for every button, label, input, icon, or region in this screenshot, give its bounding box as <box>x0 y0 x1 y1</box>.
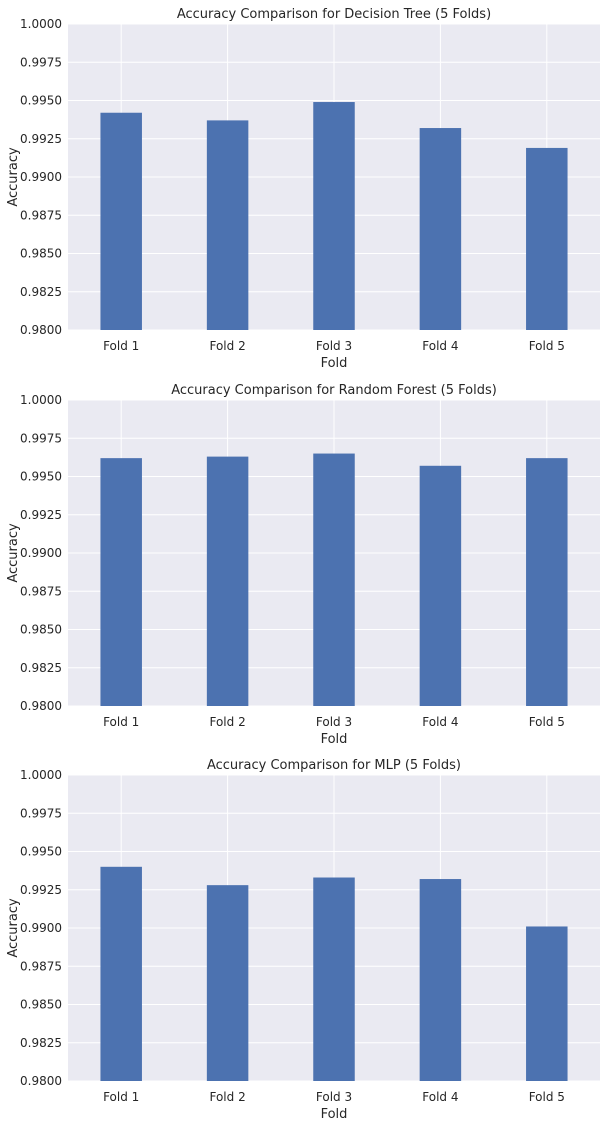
bar-fold-5 <box>526 147 568 330</box>
y-axis-label: Accuracy <box>6 523 21 583</box>
x-tick-label: Fold 5 <box>529 1090 565 1104</box>
x-tick-label: Fold 5 <box>529 339 565 353</box>
x-tick-label: Fold 2 <box>209 715 245 729</box>
chart-3: 0.9800 0.9825 0.9850 0.9875 0.9900 0.9925 0.99… <box>6 758 600 1122</box>
bar-fold-4 <box>419 879 462 1081</box>
y-tick-label: 0.9825 <box>20 285 62 299</box>
bar-fold-3 <box>313 102 355 330</box>
x-tick-label: Fold 5 <box>529 715 565 729</box>
bar-fold-5 <box>526 458 568 706</box>
y-tick-label: 0.9850 <box>20 247 62 261</box>
y-tick-label: 0.9925 <box>20 508 62 522</box>
y-tick-label: 0.9975 <box>20 431 62 445</box>
y-tick-label: 0.9925 <box>20 132 62 146</box>
bar-fold-2 <box>206 456 249 706</box>
x-tick-label: Fold 4 <box>422 715 458 729</box>
chart-2: 0.9800 0.9825 0.9850 0.9875 0.9900 0.9925 0.99… <box>6 383 600 747</box>
y-axis-label: Accuracy <box>6 898 21 958</box>
y-tick-label: 0.9950 <box>20 470 62 484</box>
x-tick-label: Fold 3 <box>316 715 352 729</box>
y-tick-label: 0.9850 <box>20 998 62 1012</box>
bar-fold-5 <box>526 926 568 1081</box>
x-tick-label: Fold 4 <box>422 1090 458 1104</box>
y-tick-label: 1.0000 <box>20 17 62 31</box>
bar-fold-4 <box>419 465 462 706</box>
x-tick-label: Fold 2 <box>209 1090 245 1104</box>
y-tick-label: 0.9950 <box>20 94 62 108</box>
y-tick-label: 0.9825 <box>20 661 62 675</box>
bar-fold-2 <box>206 885 249 1081</box>
chart-title: Accuracy Comparison for Decision Tree (5… <box>177 7 491 22</box>
y-tick-label: 0.9825 <box>20 1036 62 1050</box>
x-tick-label: Fold 1 <box>103 1090 139 1104</box>
bar-fold-1 <box>100 458 142 706</box>
y-tick-label: 1.0000 <box>20 768 62 782</box>
y-tick-label: 0.9800 <box>20 1074 62 1088</box>
x-tick-label: Fold 3 <box>316 339 352 353</box>
y-tick-label: 0.9800 <box>20 323 62 337</box>
y-tick-label: 0.9900 <box>20 546 62 560</box>
bar-fold-4 <box>419 128 462 330</box>
y-tick-label: 0.9925 <box>20 883 62 897</box>
y-tick-label: 0.9900 <box>20 921 62 935</box>
y-tick-label: 0.9875 <box>20 584 62 598</box>
chart-title: Accuracy Comparison for Random Forest (5… <box>171 383 497 398</box>
y-axis-label: Accuracy <box>6 147 21 207</box>
x-axis-label: Fold <box>321 1107 348 1122</box>
x-axis-label: Fold <box>321 732 348 747</box>
y-tick-label: 0.9975 <box>20 55 62 69</box>
bar-fold-2 <box>206 120 249 330</box>
y-tick-label: 0.9900 <box>20 170 62 184</box>
y-tick-label: 0.9975 <box>20 806 62 820</box>
y-tick-label: 0.9875 <box>20 208 62 222</box>
x-tick-label: Fold 3 <box>316 1090 352 1104</box>
y-tick-label: 1.0000 <box>20 393 62 407</box>
x-tick-label: Fold 1 <box>103 339 139 353</box>
bar-fold-3 <box>313 877 355 1081</box>
bar-fold-1 <box>100 866 142 1081</box>
y-tick-label: 0.9850 <box>20 623 62 637</box>
y-tick-label: 0.9800 <box>20 699 62 713</box>
bar-fold-1 <box>100 112 142 331</box>
bar-fold-3 <box>313 453 355 706</box>
chart-1: 0.9800 0.9825 0.9850 0.9875 0.9900 0.9925 0.99… <box>6 7 600 371</box>
chart-title: Accuracy Comparison for MLP (5 Folds) <box>207 758 461 773</box>
x-tick-label: Fold 2 <box>209 339 245 353</box>
x-axis-label: Fold <box>321 356 348 371</box>
y-tick-label: 0.9950 <box>20 845 62 859</box>
x-tick-label: Fold 4 <box>422 339 458 353</box>
x-tick-label: Fold 1 <box>103 715 139 729</box>
y-tick-label: 0.9875 <box>20 959 62 973</box>
